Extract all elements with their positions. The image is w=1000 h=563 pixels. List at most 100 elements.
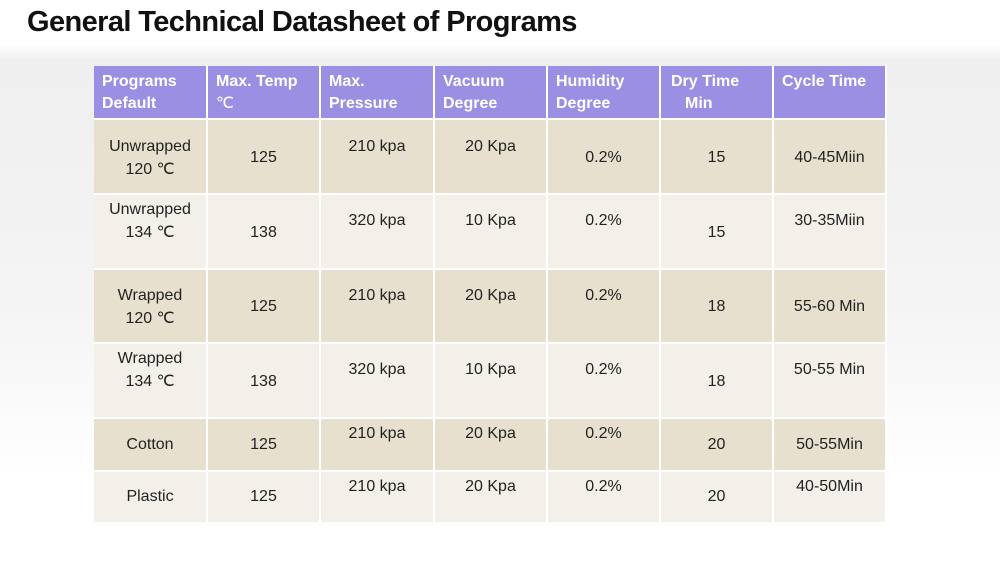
cell-text: 40-50Min — [796, 478, 863, 495]
cell-text: 15 — [707, 224, 726, 241]
cell-text: 20 — [707, 488, 726, 505]
cell-text: 210 kpa — [348, 138, 406, 155]
cell-vacuum-degree: 20 Kpa — [435, 118, 548, 193]
cell-text: 20 Kpa — [465, 287, 516, 304]
cell-max-temp: 125 — [208, 470, 321, 522]
header-label: Pressure — [329, 95, 398, 112]
cell-text: 210 kpa — [348, 425, 406, 442]
cell-text: 125 — [250, 436, 277, 453]
cell-text: 125 — [250, 488, 277, 505]
header-label: Cycle Time — [782, 73, 867, 90]
header-program: Programs Default — [94, 66, 208, 118]
header-cycle-time: Cycle Time — [774, 66, 887, 118]
cell-cycle-time: 50-55 Min — [774, 342, 887, 417]
cell-text: 20 — [707, 436, 726, 453]
cell-text: 0.2% — [585, 425, 622, 442]
cell-text: 20 Kpa — [465, 478, 516, 495]
cell-max-temp: 138 — [208, 193, 321, 268]
cell-dry-time: 18 — [661, 268, 774, 342]
cell-humidity-degree: 0.2% — [548, 268, 661, 342]
cell-cycle-time: 50-55Min — [774, 417, 887, 470]
cell-text: 0.2% — [585, 287, 622, 304]
cell-dry-time: 18 — [661, 342, 774, 417]
cell-program: Wrapped 134 ℃ — [94, 342, 208, 417]
page-title: General Technical Datasheet of Programs — [27, 6, 577, 38]
header-vacuum-degree: Vacuum Degree — [435, 66, 548, 118]
cell-humidity-degree: 0.2% — [548, 470, 661, 522]
cell-dry-time: 20 — [661, 470, 774, 522]
cell-text: 10 Kpa — [465, 212, 516, 229]
header-label: ℃ — [216, 95, 234, 112]
cell-text: 320 kpa — [348, 361, 406, 378]
cell-max-pressure: 320 kpa — [321, 342, 435, 417]
cell-text: Wrapped — [117, 287, 183, 304]
header-label: Max. — [329, 73, 365, 90]
cell-vacuum-degree: 20 Kpa — [435, 417, 548, 470]
cell-max-temp: 125 — [208, 417, 321, 470]
cell-cycle-time: 55-60 Min — [774, 268, 887, 342]
header-label: Degree — [556, 95, 611, 112]
cell-text: 18 — [707, 298, 726, 315]
cell-text: 320 kpa — [348, 212, 406, 229]
cell-dry-time: 15 — [661, 193, 774, 268]
header-max-pressure: Max. Pressure — [321, 66, 435, 118]
header-label: Humidity — [556, 73, 625, 90]
header-label: Default — [102, 95, 157, 112]
cell-text: 55-60 Min — [793, 298, 866, 315]
cell-max-temp: 125 — [208, 118, 321, 193]
cell-text: 120 ℃ — [125, 161, 175, 178]
cell-text: Cotton — [126, 436, 174, 453]
header-dry-time: Dry Time Min — [661, 66, 774, 118]
cell-text: 50-55 Min — [793, 361, 866, 378]
cell-program: Unwrapped 134 ℃ — [94, 193, 208, 268]
header-label: Programs — [102, 73, 177, 90]
cell-text: Wrapped — [117, 350, 183, 367]
cell-text: 125 — [250, 298, 277, 315]
cell-text: 20 Kpa — [465, 138, 516, 155]
header-label: Max. Temp — [216, 73, 298, 90]
header-humidity-degree: Humidity Degree — [548, 66, 661, 118]
cell-text: 210 kpa — [348, 478, 406, 495]
cell-max-temp: 125 — [208, 268, 321, 342]
cell-text: Unwrapped — [109, 138, 191, 155]
header-max-temp: Max. Temp ℃ — [208, 66, 321, 118]
cell-vacuum-degree: 10 Kpa — [435, 342, 548, 417]
cell-text: Plastic — [126, 488, 174, 505]
cell-text: 210 kpa — [348, 287, 406, 304]
cell-text: 18 — [707, 373, 726, 390]
cell-max-pressure: 210 kpa — [321, 268, 435, 342]
cell-vacuum-degree: 20 Kpa — [435, 470, 548, 522]
cell-text: 0.2% — [585, 149, 622, 166]
cell-text: 40-45Miin — [794, 149, 865, 166]
header-label: Min — [685, 95, 713, 112]
cell-program: Plastic — [94, 470, 208, 522]
cell-text: 0.2% — [585, 478, 622, 495]
cell-max-pressure: 210 kpa — [321, 118, 435, 193]
cell-vacuum-degree: 10 Kpa — [435, 193, 548, 268]
cell-program: Cotton — [94, 417, 208, 470]
header-label: Dry Time — [671, 73, 740, 90]
cell-program: Unwrapped 120 ℃ — [94, 118, 208, 193]
cell-max-pressure: 320 kpa — [321, 193, 435, 268]
cell-text: 138 — [250, 224, 277, 241]
cell-max-pressure: 210 kpa — [321, 417, 435, 470]
cell-text: 125 — [250, 149, 277, 166]
cell-program: Wrapped 120 ℃ — [94, 268, 208, 342]
cell-humidity-degree: 0.2% — [548, 193, 661, 268]
cell-dry-time: 20 — [661, 417, 774, 470]
cell-text: 138 — [250, 373, 277, 390]
cell-cycle-time: 40-45Miin — [774, 118, 887, 193]
cell-cycle-time: 40-50Min — [774, 470, 887, 522]
cell-text: Unwrapped — [109, 201, 191, 218]
cell-text: 134 ℃ — [125, 373, 175, 390]
cell-text: 134 ℃ — [125, 224, 175, 241]
cell-text: 50-55Min — [796, 436, 863, 453]
cell-text: 0.2% — [585, 212, 622, 229]
cell-text: 15 — [707, 149, 726, 166]
cell-text: 10 Kpa — [465, 361, 516, 378]
cell-vacuum-degree: 20 Kpa — [435, 268, 548, 342]
cell-cycle-time: 30-35Miin — [774, 193, 887, 268]
cell-text: 20 Kpa — [465, 425, 516, 442]
cell-humidity-degree: 0.2% — [548, 118, 661, 193]
cell-text: 0.2% — [585, 361, 622, 378]
